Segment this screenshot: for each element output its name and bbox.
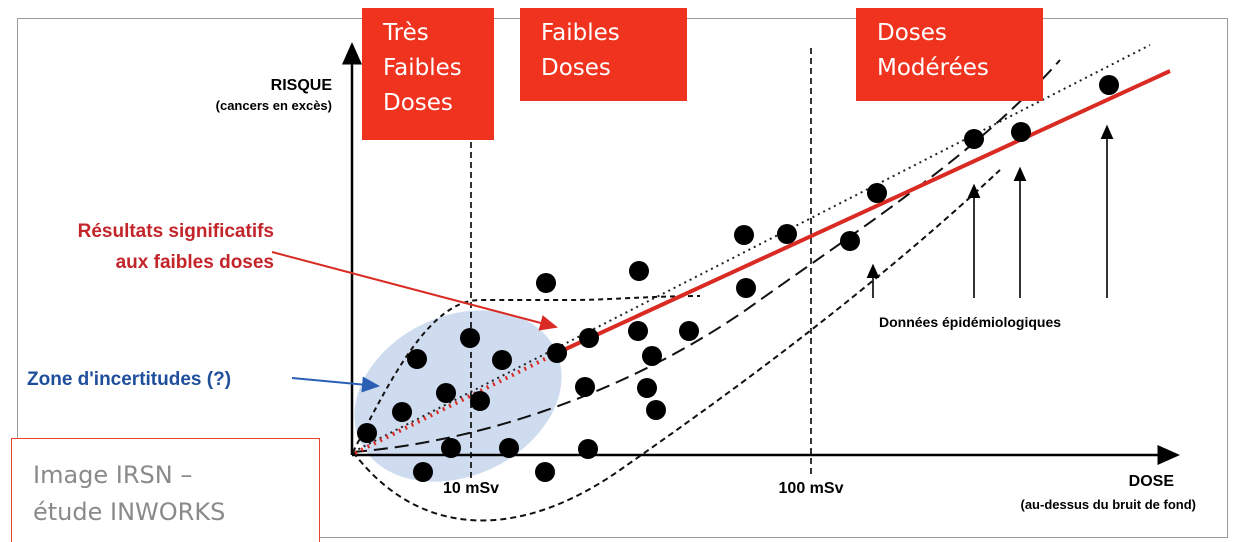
image-credit-line1: Image IRSN – <box>33 461 193 489</box>
y-axis-sublabel: (cancers en excès) <box>216 98 332 113</box>
data-point <box>357 423 377 443</box>
data-point <box>407 349 427 369</box>
zone-moderate-dose: Doses Modérées <box>856 8 1043 101</box>
data-point <box>964 129 984 149</box>
data-point <box>441 438 461 458</box>
data-point <box>470 391 490 411</box>
data-point <box>492 350 512 370</box>
zone-moderate-dose-line2: Modérées <box>877 55 989 81</box>
zone-very-low-dose-line1: Très <box>383 20 429 46</box>
zone-very-low-dose: Très Faibles Doses <box>362 8 494 140</box>
zone-very-low-dose-line3: Doses <box>383 90 453 116</box>
uncertainty-arrow <box>291 376 380 393</box>
x-tick-100msv: 100 mSv <box>779 480 844 497</box>
data-point <box>436 383 456 403</box>
data-point <box>629 261 649 281</box>
data-point <box>734 225 754 245</box>
data-points <box>357 75 1119 482</box>
data-point <box>536 273 556 293</box>
data-point <box>575 377 595 397</box>
data-point <box>1099 75 1119 95</box>
data-point <box>736 278 756 298</box>
data-point <box>646 400 666 420</box>
data-point <box>578 439 598 459</box>
data-point <box>413 462 433 482</box>
x-axis-sublabel: (au-dessus du bruit de fond) <box>1021 497 1197 512</box>
data-point <box>547 343 567 363</box>
image-credit: Image IRSN – étude INWORKS <box>11 438 320 542</box>
data-point <box>867 183 887 203</box>
data-point <box>579 328 599 348</box>
zone-low-dose-line1: Faibles <box>541 20 620 46</box>
significant-arrow <box>271 251 558 331</box>
linear-fit-dotted <box>354 351 558 455</box>
y-axis-label: RISQUE <box>271 77 333 94</box>
data-point <box>642 346 662 366</box>
epidemiology-text: Données épidémiologiques <box>879 314 1061 330</box>
image-credit-line2: étude INWORKS <box>33 498 226 526</box>
data-point <box>840 231 860 251</box>
uncertainty-text: Zone d'incertitudes (?) <box>27 369 231 390</box>
linear-fit-line <box>556 69 1171 355</box>
data-point <box>392 402 412 422</box>
data-point <box>637 378 657 398</box>
zone-very-low-dose-line2: Faibles <box>383 55 462 81</box>
data-point <box>499 438 519 458</box>
data-point <box>628 321 648 341</box>
data-point <box>679 321 699 341</box>
x-axis-label: DOSE <box>1129 473 1175 490</box>
epidemiology-arrows <box>866 124 1114 298</box>
linear-model-line <box>352 44 1151 453</box>
zone-low-dose: Faibles Doses <box>520 8 687 101</box>
data-point <box>460 328 480 348</box>
significant-text-line1: Résultats significatifs <box>78 221 274 242</box>
significant-text-line2: aux faibles doses <box>116 252 274 273</box>
x-tick-10msv: 10 mSv <box>443 480 499 497</box>
data-point <box>535 462 555 482</box>
zone-low-dose-line2: Doses <box>541 55 611 81</box>
supralinear-model-curve <box>352 295 701 453</box>
data-point <box>777 224 797 244</box>
zone-moderate-dose-line1: Doses <box>877 20 947 46</box>
data-point <box>1011 122 1031 142</box>
